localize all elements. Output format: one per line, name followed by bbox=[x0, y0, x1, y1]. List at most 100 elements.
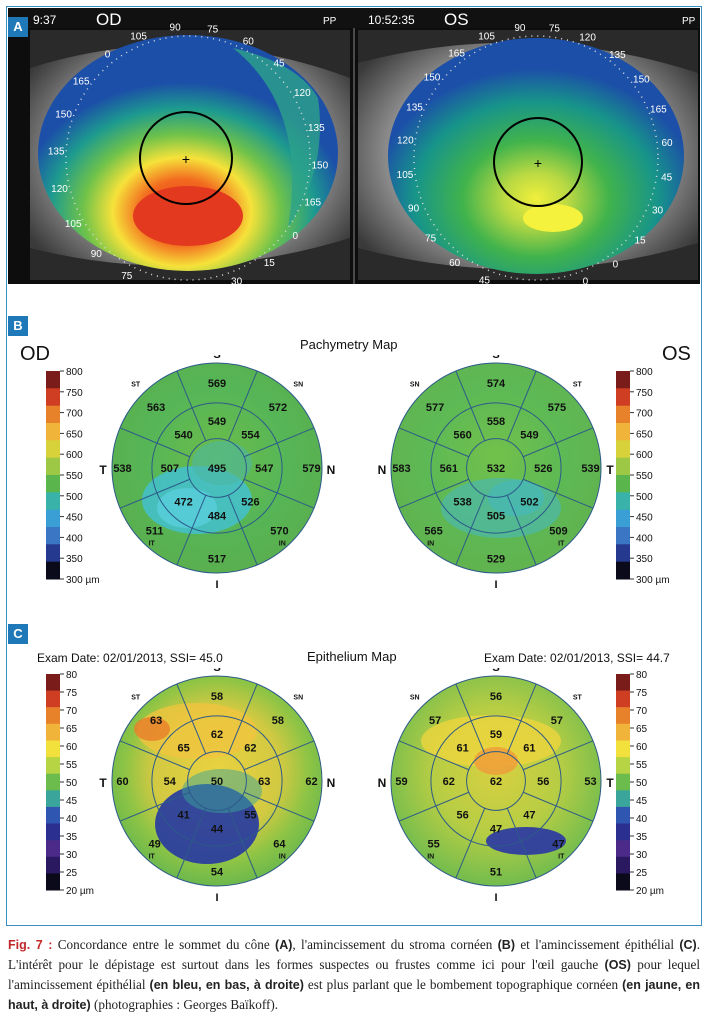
scale-color-band bbox=[616, 405, 630, 424]
thickness-value-center: 532 bbox=[487, 463, 505, 475]
thickness-value-nas_out: 59 bbox=[395, 776, 407, 788]
scale-color-band bbox=[46, 873, 60, 891]
scale-color-band bbox=[616, 856, 630, 874]
sector-line bbox=[398, 740, 470, 771]
scale-color-band bbox=[616, 561, 630, 580]
caption-text-1: Concordance entre le sommet du cône bbox=[52, 937, 276, 952]
thickness-zone bbox=[192, 441, 252, 485]
scale-tick-label: 40 bbox=[66, 814, 78, 825]
degree-tick-label: 60 bbox=[661, 138, 673, 149]
caption-fig-number: Fig. 7 : bbox=[8, 938, 53, 952]
scale-color-band bbox=[46, 457, 60, 476]
os-elevation-map bbox=[388, 38, 684, 274]
scale-tick-label: 35 bbox=[66, 832, 78, 843]
scale-tick-label: 500 bbox=[66, 492, 83, 503]
topography-panel: + + 9:37 OD PP 10:52:35 OS PP 105 90 75 60 4… bbox=[8, 8, 700, 297]
scale-color-band bbox=[46, 690, 60, 708]
degree-tick-label: 135 bbox=[48, 147, 65, 158]
degree-tick-label: 45 bbox=[479, 276, 491, 285]
scale-tick-label: 650 bbox=[66, 429, 83, 440]
caption-ref-blue: (en bleu, en bas, à droite) bbox=[149, 978, 304, 992]
degree-tick-label: 150 bbox=[55, 110, 72, 121]
orientation-label: SN bbox=[293, 695, 303, 702]
scale-tick-label: 700 bbox=[636, 409, 653, 420]
zone-ring bbox=[151, 402, 283, 534]
scale-color-band bbox=[46, 544, 60, 563]
pachymetry-map: 800 750 700 650 600 550 500 450 400 350 300 µm 800 7… bbox=[46, 355, 670, 591]
thickness-value-st_out: 57 bbox=[551, 715, 563, 727]
sector-line bbox=[243, 427, 315, 458]
scale-color-band bbox=[616, 790, 630, 808]
scale-color-band bbox=[616, 457, 630, 476]
thickness-value-it_out: 47 bbox=[552, 838, 564, 850]
thickness-value-it_in: 47 bbox=[523, 809, 535, 821]
degree-tick-label: 135 bbox=[406, 102, 423, 113]
degree-tick-label: 15 bbox=[634, 235, 646, 246]
orientation-label: I bbox=[215, 892, 218, 904]
scale-color-band bbox=[616, 873, 630, 891]
orientation-label: S bbox=[492, 355, 499, 361]
sector-line bbox=[522, 427, 594, 458]
od-pupil-circle bbox=[139, 111, 233, 205]
sector-line bbox=[243, 478, 315, 509]
thickness-value-temp_in: 54 bbox=[164, 776, 177, 788]
thickness-value-in_out: 570 bbox=[270, 525, 288, 537]
scale-tick-label: 600 bbox=[636, 450, 653, 461]
zone-ring bbox=[430, 715, 562, 847]
thickness-value-st_in: 540 bbox=[174, 430, 192, 442]
scale-color-band bbox=[616, 388, 630, 407]
scale-color-band bbox=[46, 509, 60, 528]
thickness-value-st_in: 65 bbox=[177, 743, 189, 755]
degree-tick-label: 15 bbox=[264, 258, 276, 269]
caption-text-7: (photographies : Georges Baïkoff). bbox=[90, 997, 279, 1012]
scale-color-band bbox=[616, 773, 630, 791]
orientation-label: ST bbox=[573, 382, 583, 389]
scale-color-band bbox=[46, 790, 60, 808]
scale-tick-label: 45 bbox=[636, 796, 648, 807]
sector-line bbox=[176, 807, 207, 879]
thickness-value-temp_out: 53 bbox=[584, 776, 596, 788]
scale-tick-label: 600 bbox=[66, 450, 83, 461]
degree-tick-label: 120 bbox=[579, 33, 596, 44]
scale-tick-label: 350 bbox=[636, 554, 653, 565]
sector-line bbox=[176, 494, 207, 566]
scale-color-band bbox=[46, 527, 60, 545]
degree-tick-label: 120 bbox=[397, 136, 414, 147]
degree-tick-label: 120 bbox=[294, 88, 311, 99]
sector-line bbox=[119, 740, 191, 771]
thickness-value-sup_in: 549 bbox=[208, 416, 226, 428]
thickness-value-it_in: 472 bbox=[174, 496, 192, 508]
thickness-value-in_in: 526 bbox=[241, 496, 259, 508]
scale-color-band bbox=[616, 674, 630, 692]
sector-line bbox=[227, 807, 258, 879]
degree-tick-label: 165 bbox=[448, 49, 465, 60]
scale-color-band bbox=[46, 492, 60, 511]
scale-tick-label: 60 bbox=[66, 742, 78, 753]
zone-ring bbox=[390, 362, 602, 574]
scale-color-band bbox=[46, 561, 60, 580]
scale-color-band bbox=[46, 806, 60, 824]
scale-tick-label: 300 µm bbox=[66, 575, 100, 586]
thickness-value-sn_in: 62 bbox=[244, 743, 256, 755]
orientation-label: N bbox=[327, 463, 336, 477]
degree-tick-label: 150 bbox=[311, 160, 328, 171]
scale-color-band bbox=[616, 707, 630, 725]
degree-tick-label: 150 bbox=[633, 75, 650, 86]
thickness-value-inf_out: 517 bbox=[208, 553, 226, 565]
orientation-label: I bbox=[494, 579, 497, 591]
thickness-value-temp_in: 56 bbox=[537, 776, 549, 788]
scale-tick-label: 75 bbox=[636, 688, 648, 699]
sector-line bbox=[398, 791, 470, 822]
scale-tick-label: 25 bbox=[66, 868, 78, 879]
zone-ring bbox=[390, 675, 602, 887]
scale-tick-label: 750 bbox=[66, 388, 83, 399]
thickness-value-sn_in: 554 bbox=[241, 430, 260, 442]
scale-tick-label: 550 bbox=[636, 471, 653, 482]
thickness-value-it_in: 502 bbox=[520, 496, 538, 508]
od-degree-ring bbox=[65, 35, 311, 281]
thickness-value-sup_in: 62 bbox=[211, 729, 223, 741]
scale-tick-label: 60 bbox=[636, 742, 648, 753]
degree-tick-label: 90 bbox=[408, 203, 420, 214]
degree-tick-label: 165 bbox=[73, 76, 90, 87]
scale-tick-label: 65 bbox=[636, 724, 648, 735]
